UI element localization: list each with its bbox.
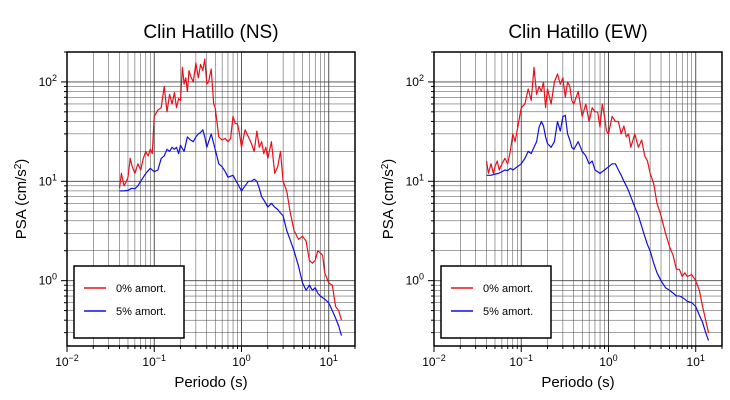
- x-tick-label: 10−1: [509, 353, 533, 369]
- x-tick-base: 10: [599, 355, 613, 369]
- x-tick-exponent: −2: [436, 353, 446, 363]
- axis-ticks: [428, 51, 723, 352]
- legend-label: 5% amort.: [116, 306, 166, 318]
- series-line-undamped: [485, 66, 710, 333]
- x-tick-exponent: −2: [69, 353, 79, 363]
- plot-frame: [66, 51, 356, 347]
- legend: 0% amort. 5% amort.: [440, 265, 552, 339]
- x-tick-label: 100: [599, 353, 617, 369]
- legend-label: 0% amort.: [116, 283, 166, 295]
- y-tick-exponent: 0: [419, 272, 424, 282]
- x-axis-label: Periodo (s): [541, 374, 614, 391]
- x-tick-exponent: 1: [700, 353, 705, 363]
- axis-ticks: [61, 51, 356, 352]
- y-tick-base: 10: [406, 174, 420, 188]
- x-tick-label: 100: [232, 353, 250, 369]
- legend-box: [440, 265, 552, 339]
- y-tick-exponent: 1: [52, 172, 57, 182]
- y-tick-label: 100: [406, 272, 424, 288]
- x-tick-label: 10−2: [55, 353, 79, 369]
- x-tick-base: 10: [687, 355, 701, 369]
- y-tick-label: 101: [406, 172, 424, 188]
- y-tick-exponent: 2: [52, 73, 57, 83]
- y-axis-label-main: PSA (cm/s: [13, 169, 30, 239]
- y-tick-exponent: 2: [419, 73, 424, 83]
- x-tick-exponent: 0: [613, 353, 618, 363]
- series-line-undamped: [118, 58, 343, 321]
- legend: 0% amort. 5% amort.: [73, 265, 185, 339]
- y-axis-label: PSA (cm/s2): [380, 159, 397, 240]
- x-tick-exponent: 1: [333, 353, 338, 363]
- x-tick-base: 10: [320, 355, 334, 369]
- y-tick-base: 10: [406, 75, 420, 89]
- x-tick-exponent: 0: [246, 353, 251, 363]
- x-tick-base: 10: [232, 355, 246, 369]
- chart-title: Clin Hatillo (EW): [508, 22, 647, 43]
- x-tick-exponent: −1: [156, 353, 166, 363]
- x-tick-label: 10−1: [142, 353, 166, 369]
- y-tick-exponent: 0: [52, 272, 57, 282]
- legend-label: 0% amort.: [483, 283, 533, 295]
- x-tick-exponent: −1: [523, 353, 533, 363]
- y-axis-label-tail: ): [380, 159, 397, 164]
- y-tick-exponent: 1: [419, 172, 424, 182]
- x-tick-base: 10: [55, 355, 69, 369]
- y-tick-base: 10: [39, 75, 53, 89]
- y-axis-label-main: PSA (cm/s: [380, 169, 397, 239]
- x-tick-base: 10: [509, 355, 523, 369]
- y-axis-label-tail: ): [13, 159, 30, 164]
- plot-frame: [433, 51, 723, 347]
- legend-box: [73, 265, 185, 339]
- series-line-damped: [119, 129, 343, 336]
- legend-label: 5% amort.: [483, 306, 533, 318]
- series-line-damped: [486, 114, 710, 341]
- x-axis-label: Periodo (s): [174, 374, 247, 391]
- y-tick-label: 101: [39, 172, 57, 188]
- y-axis-label-sup: 2: [13, 163, 24, 169]
- x-tick-base: 10: [422, 355, 436, 369]
- y-tick-base: 10: [39, 174, 53, 188]
- y-tick-label: 102: [39, 73, 57, 89]
- grid: [66, 51, 356, 346]
- y-axis-label-sup: 2: [380, 163, 391, 169]
- x-tick-label: 10−2: [422, 353, 446, 369]
- y-tick-base: 10: [39, 274, 53, 288]
- y-tick-label: 102: [406, 73, 424, 89]
- x-tick-base: 10: [142, 355, 156, 369]
- x-tick-label: 101: [687, 353, 705, 369]
- chart-title: Clin Hatillo (NS): [143, 22, 278, 43]
- y-tick-base: 10: [406, 274, 420, 288]
- y-tick-label: 100: [39, 272, 57, 288]
- x-tick-label: 101: [320, 353, 338, 369]
- y-axis-label: PSA (cm/s2): [13, 159, 30, 240]
